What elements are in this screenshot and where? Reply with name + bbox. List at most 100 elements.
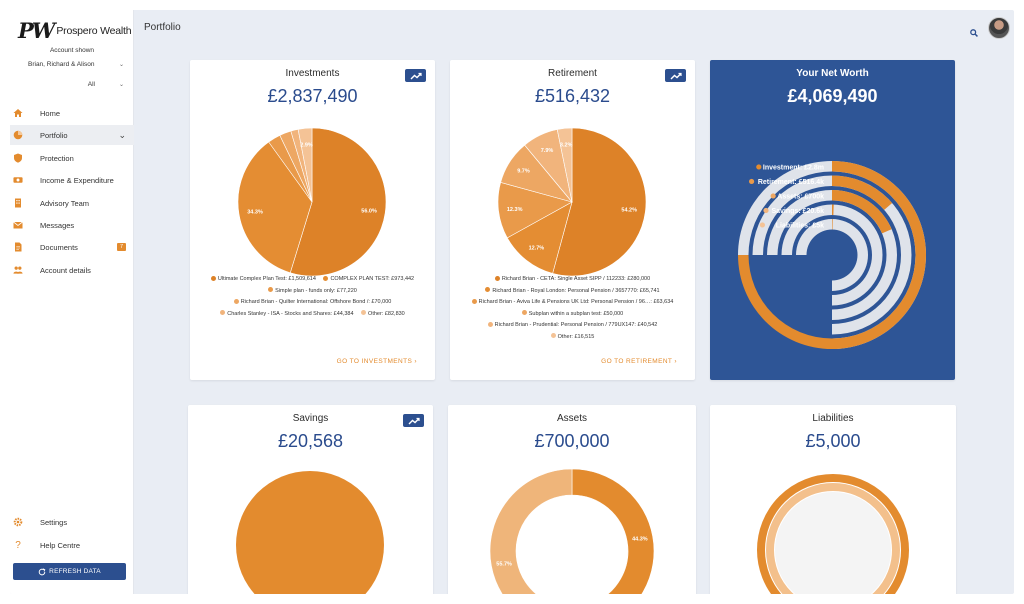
go-to-investments-link[interactable]: GO TO INVESTMENTS › [337,358,417,365]
sidebar-item-label: Advisory Team [40,198,90,208]
pie-slice[interactable] [552,127,647,277]
card-title: Your Net Worth [796,68,869,79]
slice-label: 12.7% [529,245,545,251]
account-filter-select[interactable]: All ⌄ [28,81,124,88]
slice-label: 12.3% [507,207,523,213]
card-title: Assets [556,413,587,424]
card-title: Liabilities [812,413,854,424]
pie-slice[interactable] [506,201,573,274]
pie-slice[interactable] [237,141,313,274]
sidebar-item-income-expenditure[interactable]: Income & Expenditure [10,170,134,190]
refresh-data-button[interactable]: REFRESH DATA [13,563,126,580]
sidebar-item-label: Help Centre [40,540,81,550]
retirement-pie-chart: 54.2% 12.7% 12.3% 9.7% 7.9% 3.2% [497,127,647,277]
assets-card: Assets £700,000 44.3% 55.7% [448,405,696,594]
account-filter-value: All [87,81,95,88]
sidebar-item-label: Protection [40,153,74,163]
radial-legend-label: Assets: £700k [777,193,824,200]
slice-label: 56.0% [361,209,377,215]
people-icon [13,265,23,275]
pie-slice[interactable] [236,471,384,594]
search-icon[interactable] [970,24,978,42]
radial-bar[interactable] [832,175,893,210]
card-value: £20,568 [277,431,344,451]
sidebar-item-label: Account details [40,265,91,275]
investments-card: Investments £2,837,490 56.0% 34.3% 2.9% Ul… [190,60,435,380]
chevron-right-icon: › [674,358,677,365]
legend-dot [759,222,765,228]
legend-item: Other: £16,515 [550,332,594,344]
retirement-trend-button[interactable] [665,69,686,82]
pie-slice[interactable] [489,468,601,594]
legend-item: Richard Brian - Aviva Life & Pensions UK… [471,297,673,309]
pie-chart-icon [13,130,23,140]
page-title: Portfolio [144,22,181,33]
pie-slice[interactable] [289,127,387,277]
retirement-legend: Richard Brian - CETA: Single Asset SIPP … [456,274,689,343]
radial-legend-label: Retirement: £516.4k [758,179,824,186]
savings-card: Savings £20,568 [188,405,433,594]
radial-bar[interactable] [832,219,833,230]
legend-item: Subplan within a subplan test: £50,000 [521,309,623,321]
radial-bar[interactable] [832,204,834,216]
sidebar-item-portfolio[interactable]: Portfolio ⌄ [10,125,134,145]
radial-legend-label: Savings: £20.6k [771,208,824,215]
investments-trend-button[interactable] [405,69,426,82]
account-select-value: Brian, Richard & Alison [28,61,95,68]
card-value: £4,069,490 [787,86,878,106]
sidebar-item-messages[interactable]: Messages [10,215,134,235]
retirement-card: Retirement £516,432 54.2% 12.7% 12.3% 9.7% 7… [450,60,695,380]
card-value: £700,000 [534,431,610,451]
chevron-down-icon: ⌄ [118,82,124,88]
envelope-icon [13,220,23,230]
card-title: Investments [285,68,340,79]
sidebar-item-label: Settings [40,517,68,527]
sidebar-item-documents[interactable]: Documents 7 [10,237,134,257]
home-icon [13,108,23,118]
trend-up-icon [408,417,420,424]
ring-center [775,492,891,594]
net-worth-card: Your Net Worth £4,069,490 Investment: £2… [710,60,955,380]
legend-item: Ultimate Complex Plan Test: £1,509,614 [210,274,316,286]
card-value: £516,432 [534,86,611,106]
cash-icon [13,175,23,185]
go-to-retirement-link[interactable]: GO TO RETIREMENT › [601,358,677,365]
trend-up-icon [410,72,422,79]
sidebar-item-protection[interactable]: Protection [10,148,134,168]
pie-slice[interactable] [571,468,655,594]
investments-legend: Ultimate Complex Plan Test: £1,509,614 C… [196,274,429,320]
chevron-right-icon: › [414,358,417,365]
slice-label: 2.9% [300,143,313,149]
sidebar: PW Prospero Wealth Account shown Brian, … [10,10,134,594]
radial-bar[interactable] [832,190,892,234]
sidebar-item-home[interactable]: Home [10,103,134,123]
radial-track [796,219,868,291]
radial-legend-label: Investment: £2.8m [763,164,824,171]
legend-item: Richard Brian - Prudential: Personal Pen… [487,320,657,332]
sidebar-item-help-centre[interactable]: ? Help Centre [10,535,134,555]
card-title: Retirement [548,68,597,79]
investments-pie-chart: 56.0% 34.3% 2.9% [237,127,387,277]
sidebar-item-advisory-team[interactable]: Advisory Team [10,193,134,213]
slice-label: 34.3% [247,209,263,215]
ring-segment[interactable] [766,483,900,594]
account-select[interactable]: Brian, Richard & Alison ⌄ [28,61,124,68]
ring-segment[interactable] [757,474,909,594]
avatar[interactable] [988,17,1010,39]
legend-item: Richard Brian - Quilter International: O… [233,297,391,309]
sidebar-item-settings[interactable]: Settings [10,512,134,532]
brand-logo[interactable]: PW Prospero Wealth [18,18,132,43]
pie-slice[interactable] [556,127,573,203]
legend-dot [749,178,755,185]
chevron-down-icon: ⌄ [118,129,126,140]
liabilities-ring-chart [757,474,909,594]
logo-mark: PW [18,18,55,43]
savings-trend-button[interactable] [403,414,424,427]
pie-slice[interactable] [297,127,313,203]
question-icon: ? [15,539,21,551]
sidebar-item-label: Documents [40,242,78,252]
refresh-data-label: REFRESH DATA [49,568,101,575]
sidebar-item-account-details[interactable]: Account details [10,260,134,280]
document-icon [13,242,23,252]
legend-item: Richard Brian - CETA: Single Asset SIPP … [494,274,650,286]
